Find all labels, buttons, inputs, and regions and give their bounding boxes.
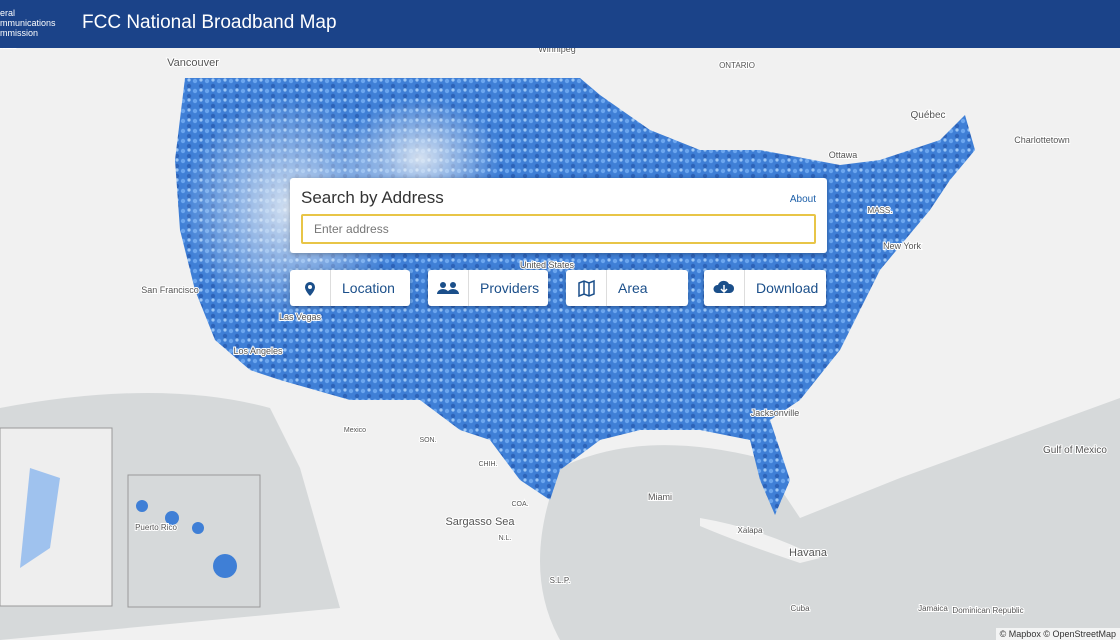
button-label: Download: [756, 280, 819, 296]
search-title: Search by Address: [301, 188, 444, 207]
map-label: N.L.: [499, 535, 512, 542]
icon: [713, 270, 745, 306]
map-label: Québec: [910, 110, 945, 121]
location-button[interactable]: Location: [290, 270, 410, 306]
button-label: Location: [342, 280, 395, 296]
map-label: CHIH.: [478, 461, 497, 468]
map-label: Havana: [789, 547, 828, 559]
cuba: [700, 518, 820, 563]
search-panel: Search by Address About Enter address: [290, 178, 827, 253]
alaska-inset: [0, 427, 113, 607]
address-input[interactable]: Enter address: [301, 214, 816, 244]
download-button[interactable]: Download: [704, 270, 826, 306]
map-label: ONTARIO: [719, 61, 755, 70]
map-label: Ottawa: [829, 150, 858, 160]
map-label: United States: [520, 260, 575, 270]
providers-button[interactable]: Providers: [428, 270, 548, 306]
hawaii-inset: [127, 474, 261, 608]
icon: [305, 270, 331, 306]
agency-text: mmunications: [0, 18, 56, 28]
map-label: Xalapa: [738, 526, 763, 535]
icon: [437, 270, 469, 306]
map-label: Winnipeg: [538, 48, 576, 54]
map-label: New York: [883, 241, 922, 251]
map-label: Sargasso Sea: [445, 516, 515, 528]
about-link[interactable]: About: [789, 194, 816, 205]
map-label: Jacksonville: [751, 408, 800, 418]
map-label: Miami: [648, 492, 672, 502]
coverage-area: [136, 500, 148, 512]
map-label: Honolulu: [0, 48, 16, 50]
header: eral mmunications mmission FCC National …: [0, 0, 1120, 48]
map-label: Los Angeles: [233, 346, 283, 356]
map-label: Gulf of Mexico: [1043, 445, 1107, 456]
coverage-area: [192, 522, 204, 534]
map-label: Jamaica: [918, 604, 948, 613]
map[interactable]: Vancouver Winnipeg ONTARIO Québec Ottawa Char…: [0, 48, 1120, 640]
site-title[interactable]: FCC National Broadband Map: [82, 12, 337, 33]
map-label: Vancouver: [167, 57, 219, 69]
agency-text: mmission: [0, 28, 39, 38]
coverage-area: [213, 554, 237, 578]
map-label: Las Vegas: [279, 312, 322, 322]
map-label: Charlottetown: [1014, 135, 1070, 145]
map-label: Puerto Rico: [135, 523, 177, 532]
map-label: S.L.P.: [550, 576, 571, 585]
map-label: COA.: [511, 501, 528, 508]
attribution[interactable]: © Mapbox © OpenStreetMap: [995, 628, 1120, 640]
map-label: MASS.: [868, 206, 893, 215]
map-label: Cuba: [790, 604, 810, 613]
button-label: Area: [618, 280, 648, 296]
area-button[interactable]: Area: [566, 270, 688, 306]
map-label: Dominican Republic: [952, 606, 1023, 615]
map-label: San Francisco: [141, 285, 199, 295]
button-label: Providers: [480, 280, 540, 296]
map-label: Mexico: [344, 427, 366, 434]
map-labels: Vancouver Winnipeg ONTARIO Québec Ottawa Char…: [0, 48, 1108, 616]
coverage-area: [165, 511, 179, 525]
agency-text: eral: [0, 8, 16, 18]
map-label: SON.: [419, 437, 436, 444]
ocean: [540, 398, 1120, 640]
icon: [578, 270, 607, 306]
coverage-area: [20, 468, 60, 568]
